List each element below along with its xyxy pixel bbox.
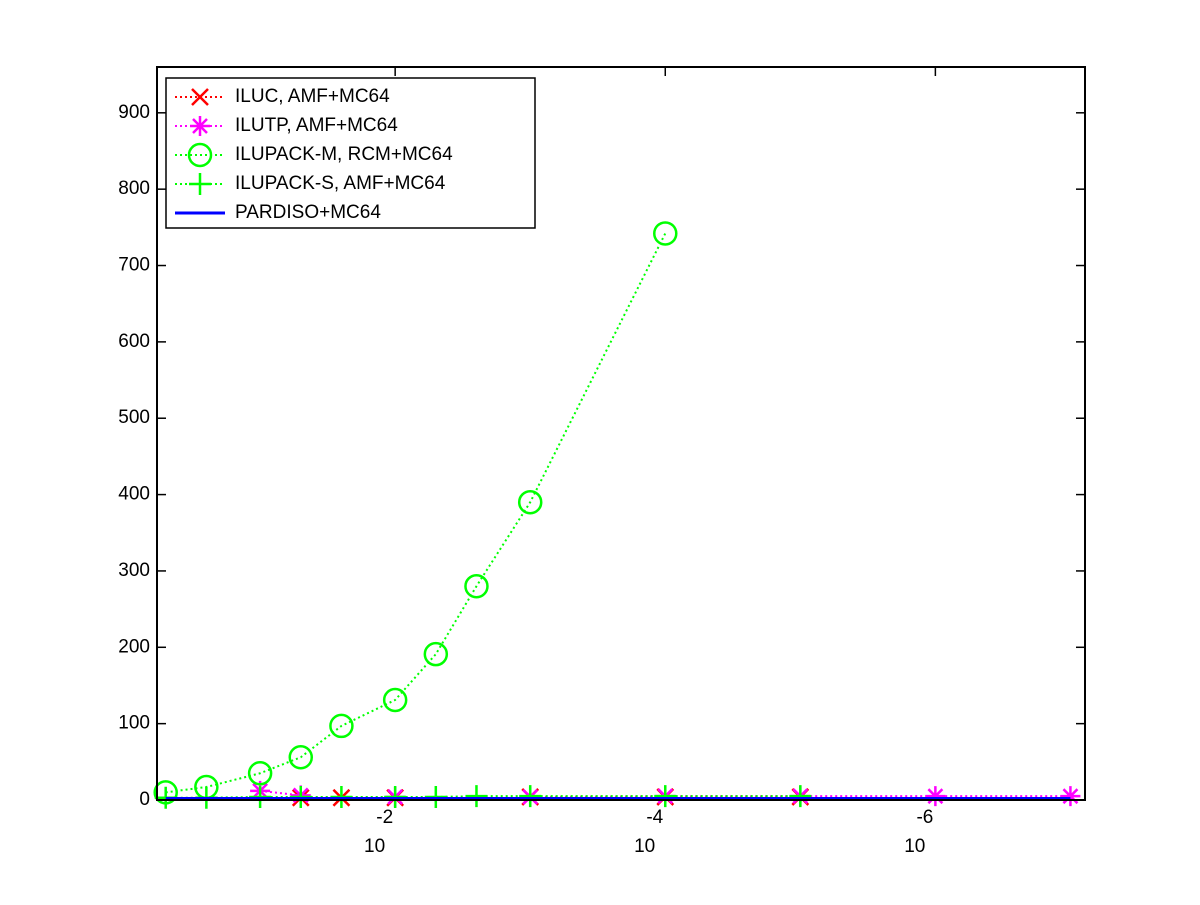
marker-x [191, 88, 209, 106]
y-tick-label: 200 [118, 636, 150, 657]
x-tick-label: 10 [904, 836, 925, 857]
marker-plus [249, 785, 272, 808]
x-tick-label: 10 [634, 836, 655, 857]
y-tick-label: 800 [118, 178, 150, 199]
y-tick-label: 100 [118, 713, 150, 734]
marker-star [925, 786, 946, 807]
y-tick-label: 900 [118, 102, 150, 123]
marker-plus [465, 785, 488, 808]
marker-circle [423, 641, 449, 667]
y-tick-label: 600 [118, 331, 150, 352]
legend-label: PARDISO+MC64 [235, 202, 381, 223]
marker-plus [789, 785, 812, 808]
marker-plus [424, 785, 447, 808]
marker-circle [517, 489, 543, 515]
legend-box [165, 77, 536, 229]
x-tick-exponent: -6 [916, 807, 933, 828]
x-tick-label: 10 [364, 836, 385, 857]
marker-star [190, 116, 210, 136]
marker-circle [653, 221, 678, 246]
marker-circle [247, 761, 273, 786]
marker-plus [384, 785, 407, 808]
y-tick-label: 400 [118, 484, 150, 505]
y-tick-label: 0 [139, 789, 150, 810]
marker-circle [464, 573, 489, 599]
marker-circle [382, 687, 408, 713]
x-tick-exponent: -2 [376, 807, 393, 828]
legend-label: ILUPACK-S, AMF+MC64 [235, 173, 446, 194]
marker-plus [189, 173, 211, 195]
marker-plus [289, 785, 312, 808]
marker-circle [329, 713, 354, 739]
y-tick-label: 500 [118, 407, 150, 428]
marker-circle [288, 744, 314, 770]
x-tick-exponent: -4 [646, 807, 663, 828]
y-tick-label: 700 [118, 255, 150, 276]
marker-plus [330, 785, 353, 808]
series-line [165, 233, 667, 794]
axes-frame [156, 66, 1086, 801]
legend-label: ILUC, AMF+MC64 [235, 86, 390, 107]
legend-label: ILUTP, AMF+MC64 [235, 115, 398, 136]
marker-plus [654, 785, 677, 808]
marker-circle [187, 142, 213, 168]
y-tick-label: 300 [118, 560, 150, 581]
marker-plus [519, 785, 542, 808]
legend-label: ILUPACK-M, RCM+MC64 [235, 144, 453, 165]
marker-star [1060, 786, 1081, 807]
